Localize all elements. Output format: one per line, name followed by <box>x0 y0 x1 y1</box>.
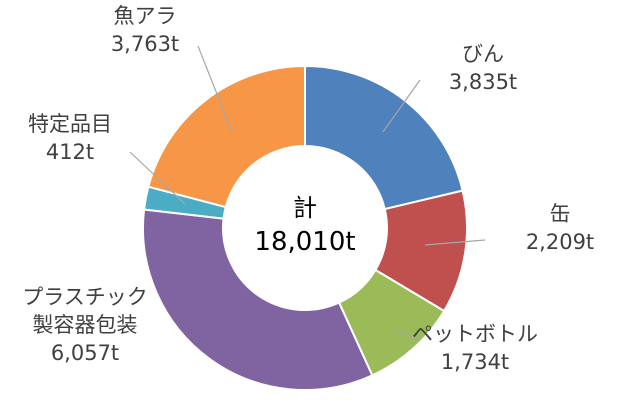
leader-line-2 <box>424 239 486 246</box>
slice-1 <box>304 64 464 211</box>
center-total-title: 計 <box>293 194 317 222</box>
slice-value-label: 2,209t <box>526 230 594 254</box>
slice-label-6: 魚アラ 3,763t <box>111 4 179 56</box>
slice-category-label: 特定品目 <box>28 112 112 136</box>
slice-category-label: 製容器包装 <box>33 313 138 337</box>
slice-value-label: 3,835t <box>449 70 517 94</box>
leader-line-3 <box>394 329 421 341</box>
slice-category-label: びん <box>462 42 504 66</box>
slice-4 <box>142 208 374 391</box>
slice-label-5: 特定品目 412t <box>28 112 112 164</box>
slice-label-3: ペットボトル 1,734t <box>412 322 538 374</box>
leader-line-6 <box>197 45 233 133</box>
slice-value-label: 6,057t <box>51 341 119 365</box>
leader-lines <box>129 45 486 341</box>
slice-value-label: 412t <box>46 140 94 164</box>
slice-category-label: ペットボトル <box>412 322 538 346</box>
center-total-value: 18,010t <box>254 227 355 257</box>
slice-category-label: 魚アラ <box>114 4 177 28</box>
leader-line-1 <box>382 79 421 133</box>
donut-slices <box>142 64 468 391</box>
slice-value-label: 1,734t <box>441 350 509 374</box>
slice-label-2: 缶 2,209t <box>526 202 594 254</box>
slice-label-1: びん 3,835t <box>449 42 517 94</box>
slice-label-4: プラスチック製容器包装 6,057t <box>22 285 148 365</box>
slice-category-label: プラスチック <box>22 285 148 309</box>
slice-6 <box>147 64 306 209</box>
slice-labels: びん 3,835t 缶 2,209t ペットボトル 1,734t プラスチック製容器包装 6,… <box>22 4 594 374</box>
leader-line-5 <box>129 151 186 205</box>
slice-category-label: 缶 <box>550 202 571 226</box>
slice-value-label: 3,763t <box>111 32 179 56</box>
